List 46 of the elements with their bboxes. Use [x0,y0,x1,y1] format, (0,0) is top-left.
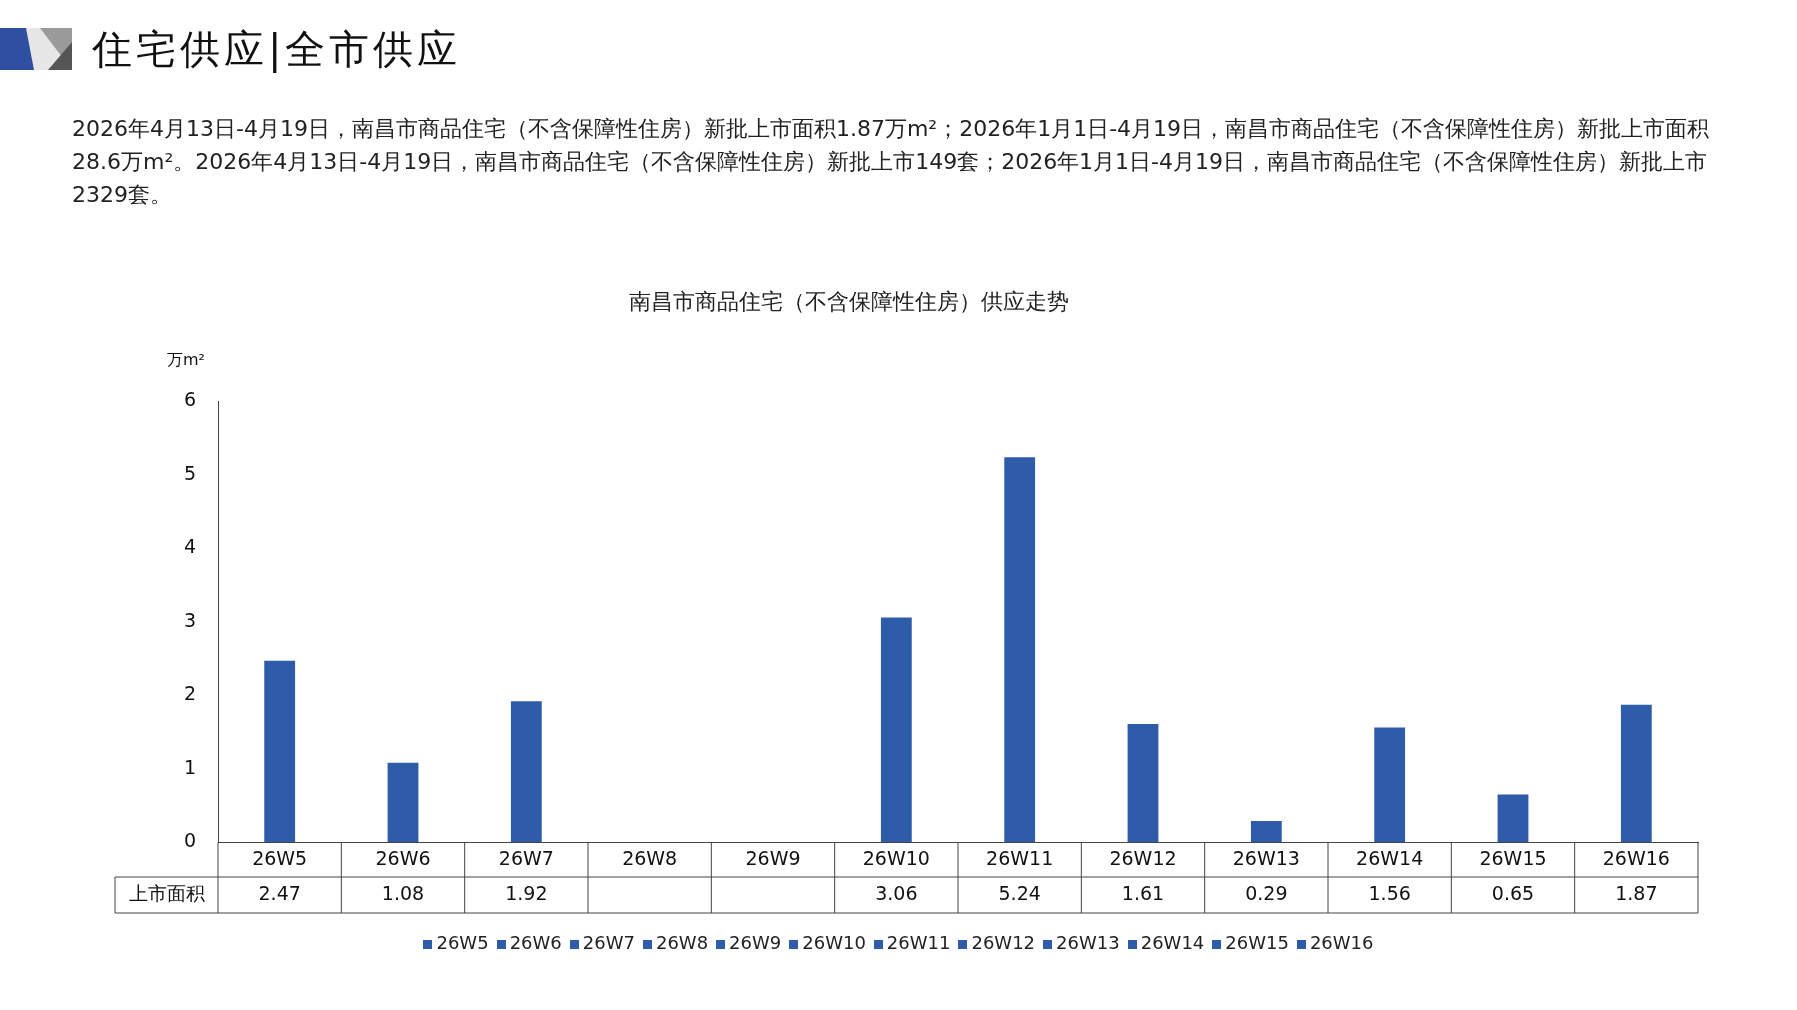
x-tick-label: 26W14 [1356,846,1424,869]
category-label: 26W8 [655,932,709,953]
text: 2026年4月13日-4月19日，南昌市商品住宅（不含保障性住房）新批上市面积1.87万m²；2026年1月1日-4月19日，南昌市商品住宅（不含保障性住房）新批上市面积28.6万m²。2026年4月13日-4月19日，南昌市商品住宅（不含保障性住房）新批上市149套；2026年1月1日-4月19日，南昌市商品住宅（不含保障性住房）新批上市2329套。 [72,115,1711,209]
data-label: 3.06 [875,881,918,904]
y-tick-label: 5 [183,461,196,484]
category-label: 26W11 [886,932,951,953]
data-label: 1.08 [381,881,425,904]
y-tick-label: 6 [183,388,196,411]
y-tick-label: 0 [183,829,196,852]
category-label: 26W9 [729,932,782,953]
category-label: 26W13 [1056,932,1120,953]
category-label: 26W14 [1140,932,1205,953]
y-tick-label: 2 [183,682,196,705]
category-label: 26W6 [509,932,562,953]
data-label: 1.56 [1368,881,1411,904]
data-label: 0.29 [1245,881,1288,904]
category-label: 26W16 [1309,932,1374,953]
category-label: 26W7 [582,932,635,953]
x-tick-label: 26W11 [986,846,1054,869]
x-tick-label: 26W12 [1109,846,1177,869]
x-tick-label: 26W9 [745,846,801,869]
x-tick-label: 26W13 [1232,846,1300,869]
category-label: 26W10 [802,932,866,953]
x-tick-label: 26W15 [1479,846,1547,869]
chart-title: 南昌市商品住宅（不含保障性住房）供应走势 [629,288,1069,314]
text: 住宅供应|全市供应 [92,25,462,75]
x-tick-label: 26W16 [1602,846,1670,869]
data-label: 1.92 [505,881,548,904]
y-tick-label: 1 [183,755,196,778]
y-axis-title: 万m² [167,350,205,370]
data-label: 1.87 [1615,881,1658,904]
x-tick-label: 26W8 [622,846,678,869]
category-label: 26W15 [1225,932,1289,953]
x-tick-label: 26W6 [375,846,431,869]
text: 上市面积 [128,881,205,904]
x-tick-label: 26W7 [498,846,554,869]
data-label: 1.61 [1121,881,1165,904]
y-tick-label: 3 [183,608,196,631]
x-tick-label: 26W5 [252,846,308,869]
x-tick-label: 26W10 [862,846,930,869]
category-label: 26W5 [436,932,489,953]
category-label: 26W12 [971,932,1036,953]
data-label: 2.47 [258,881,301,904]
data-label: 5.24 [998,881,1041,904]
data-label: 0.65 [1491,881,1535,904]
y-tick-label: 4 [183,535,196,558]
